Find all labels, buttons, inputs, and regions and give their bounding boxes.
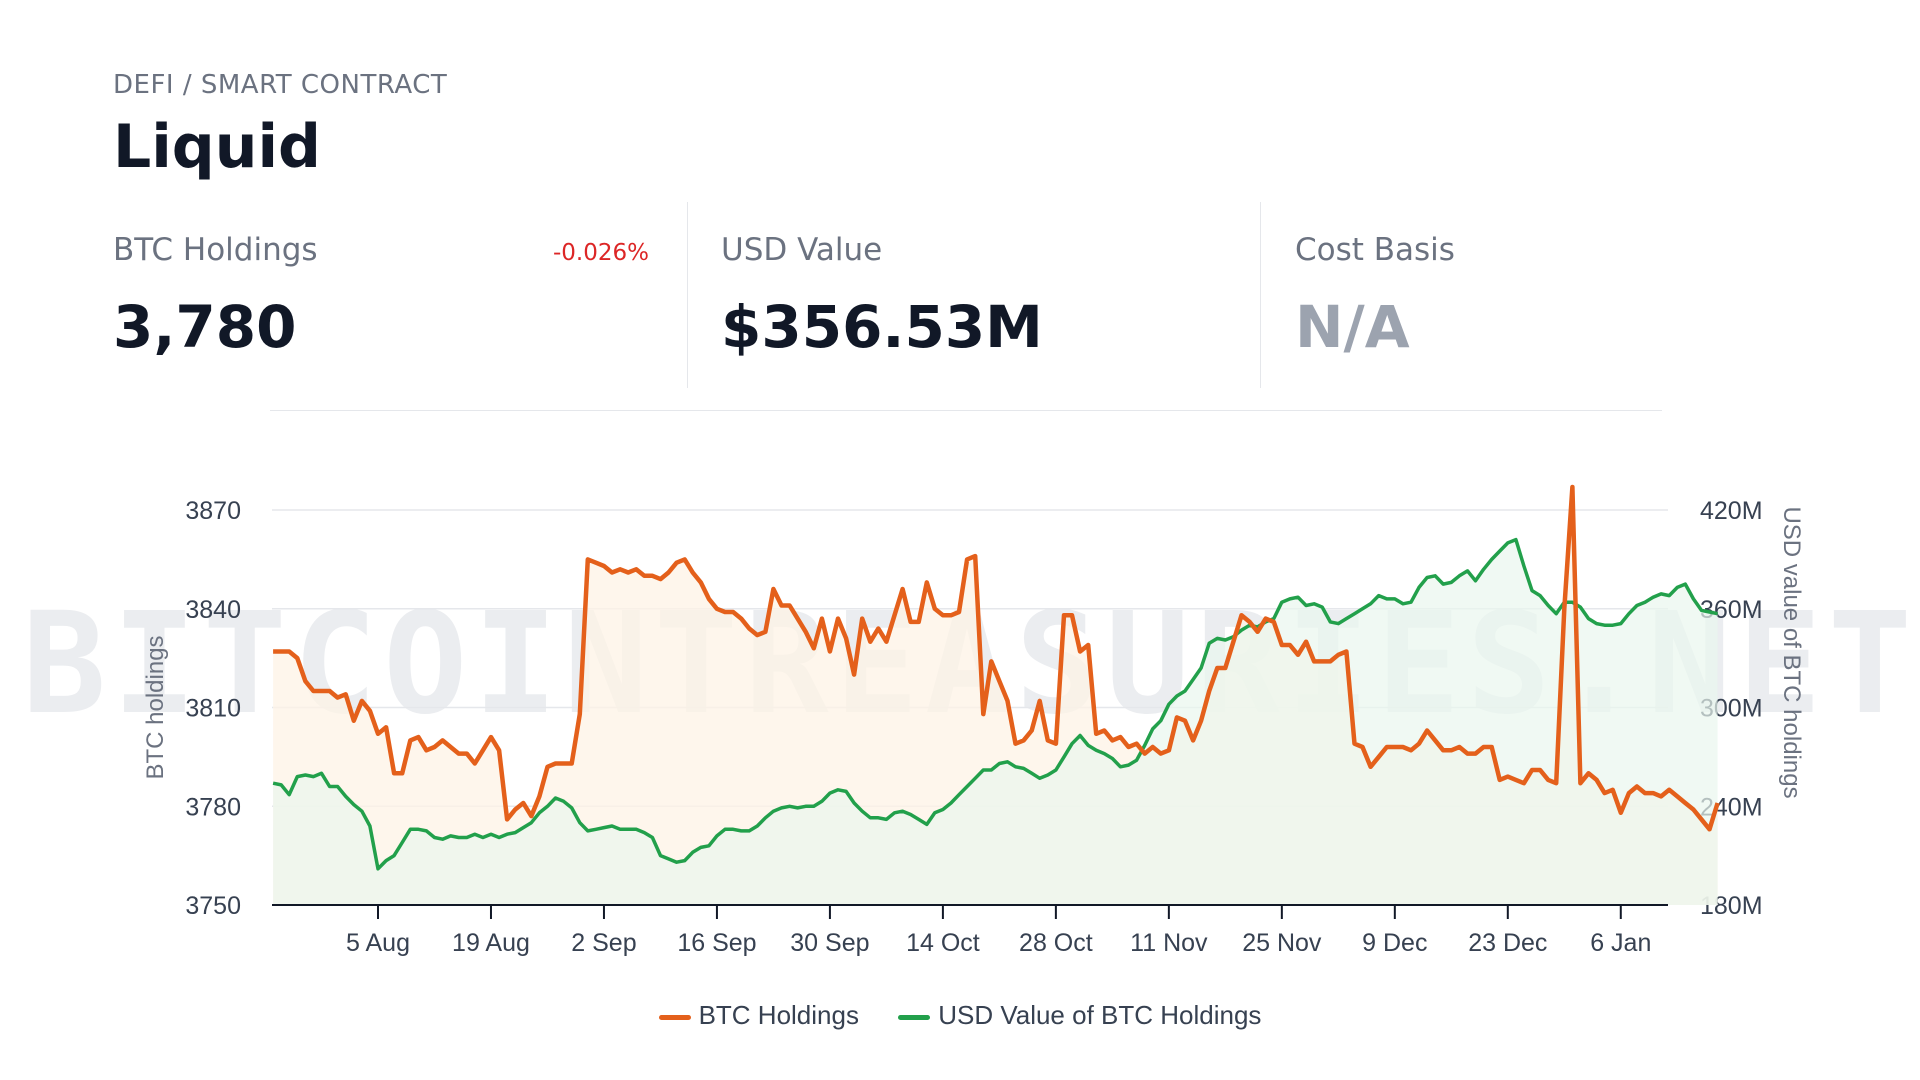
x-tick-label: 14 Oct: [906, 929, 980, 957]
legend-item-btc-holdings[interactable]: BTC Holdings: [658, 1000, 859, 1031]
x-tick-label: 2 Sep: [571, 929, 636, 957]
x-tick-label: 30 Sep: [790, 929, 869, 957]
page-title: Liquid: [113, 112, 321, 182]
y-tick-label: 3870: [185, 497, 241, 525]
stat-btc-holdings-change: -0.026%: [553, 240, 649, 266]
x-tick-label: 25 Nov: [1242, 929, 1322, 957]
x-tick-label: 28 Oct: [1019, 929, 1093, 957]
y-tick-label: 3810: [185, 695, 241, 723]
x-tick-label: 16 Sep: [677, 929, 756, 957]
legend-label-btc: BTC Holdings: [698, 1000, 859, 1030]
x-tick-label: 5 Aug: [346, 929, 410, 957]
usd-value-line: [272, 537, 1718, 871]
x-tick-label: 9 Dec: [1362, 929, 1427, 957]
legend-swatch-usd: [898, 1014, 931, 1020]
stat-btc-holdings-value: 3,780: [113, 293, 297, 361]
x-tick-label: 11 Nov: [1130, 929, 1208, 957]
legend-item-usd-value[interactable]: USD Value of BTC Holdings: [898, 1000, 1261, 1031]
stat-cost-basis-value: N/A: [1295, 293, 1410, 361]
x-tick-label: 23 Dec: [1468, 929, 1547, 957]
y2-axis-title: USD value of BTC holdings: [1778, 506, 1805, 798]
stat-cost-basis-label: Cost Basis: [1295, 232, 1455, 268]
y-tick-label: 3780: [185, 793, 241, 821]
stat-usd-value-value: $356.53M: [721, 293, 1043, 361]
y-tick-label: 3840: [185, 596, 241, 624]
legend-swatch-btc: [658, 1014, 691, 1020]
stat-btc-holdings-label: BTC Holdings: [113, 232, 318, 268]
chart-top-rule: [270, 410, 1662, 411]
stat-usd-value-label: USD Value: [721, 232, 883, 268]
stat-divider: [687, 202, 688, 388]
stat-divider: [1260, 202, 1261, 388]
y2-tick-label: 420M: [1700, 497, 1763, 525]
breadcrumb-category: DEFI / SMART CONTRACT: [113, 70, 448, 100]
x-tick-label: 6 Jan: [1590, 929, 1651, 957]
chart-legend: BTC Holdings USD Value of BTC Holdings: [0, 1000, 1920, 1031]
legend-label-usd: USD Value of BTC Holdings: [938, 1000, 1262, 1030]
usd-value-area: [273, 539, 1718, 905]
x-tick-label: 19 Aug: [452, 929, 530, 957]
btc-holdings-line: [273, 484, 1720, 832]
y-tick-label: 3750: [185, 892, 241, 920]
y-axis-title: BTC holdings: [142, 635, 169, 779]
